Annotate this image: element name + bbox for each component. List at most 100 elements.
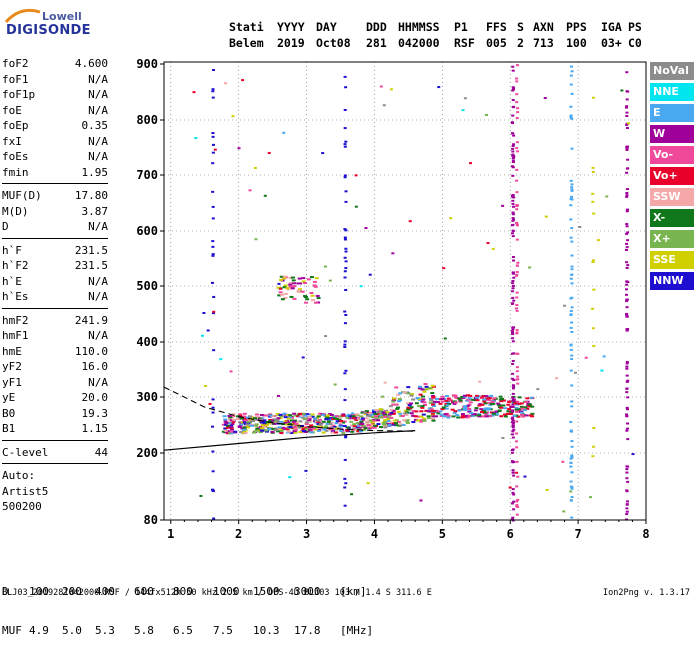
- echo-point: [419, 420, 424, 423]
- echo-point: [511, 145, 515, 148]
- echo-point: [343, 477, 347, 480]
- echo-point: [602, 355, 606, 358]
- echo-point: [511, 132, 515, 135]
- echo-point: [487, 401, 492, 404]
- echo-point: [383, 415, 388, 418]
- echo-point: [211, 143, 215, 146]
- echo-point: [241, 79, 245, 82]
- echo-point: [325, 422, 330, 425]
- echo-point: [230, 431, 235, 434]
- echo-point: [570, 384, 574, 387]
- echo-point: [307, 416, 312, 419]
- echo-point: [294, 423, 299, 426]
- echo-point: [591, 166, 595, 169]
- echo-point: [271, 428, 276, 431]
- echo-point: [338, 422, 343, 425]
- echo-point: [592, 212, 596, 215]
- echo-point: [515, 432, 519, 435]
- echo-point: [328, 417, 333, 420]
- echo-point: [396, 400, 401, 403]
- muf-table-cell: 600: [134, 585, 154, 598]
- echo-point: [223, 418, 228, 421]
- echo-point: [499, 406, 504, 409]
- echo-point: [310, 294, 315, 297]
- echo-point: [512, 87, 516, 90]
- echo-point: [339, 419, 344, 422]
- echo-point: [369, 424, 374, 427]
- chart-grid: [164, 62, 646, 520]
- echo-point: [625, 98, 629, 101]
- echo-point: [307, 417, 312, 420]
- echo-point: [625, 314, 629, 317]
- echo-point: [430, 392, 435, 395]
- echo-point: [466, 398, 471, 401]
- echo-point: [273, 429, 278, 432]
- echo-point: [289, 431, 294, 434]
- echo-point: [563, 304, 567, 307]
- echo-point: [339, 429, 344, 432]
- echo-point: [516, 352, 520, 355]
- echo-point: [302, 418, 307, 421]
- echo-point: [277, 282, 281, 285]
- echo-point: [323, 426, 328, 429]
- echo-points: [192, 64, 635, 522]
- echo-point: [289, 419, 294, 422]
- echo-point: [329, 421, 334, 424]
- echo-point: [442, 267, 446, 270]
- echo-point: [592, 259, 596, 262]
- echo-point: [211, 217, 215, 220]
- echo-point: [426, 410, 431, 413]
- echo-point: [211, 245, 215, 248]
- param-row: foF1 N/A: [2, 72, 108, 88]
- echo-point: [301, 412, 306, 415]
- echo-point: [432, 401, 437, 404]
- echo-point: [524, 401, 529, 404]
- echo-point: [240, 421, 245, 424]
- echo-point: [304, 301, 309, 304]
- echo-point: [208, 402, 212, 405]
- echo-point: [360, 417, 365, 420]
- echo-point: [328, 418, 333, 421]
- echo-point: [506, 403, 511, 406]
- echo-point: [276, 286, 281, 289]
- echo-point: [405, 421, 410, 424]
- echo-point: [474, 397, 479, 400]
- echo-point: [210, 425, 214, 428]
- echo-point: [316, 421, 321, 424]
- echo-point: [235, 415, 240, 418]
- echo-point: [428, 387, 433, 390]
- echo-point: [292, 297, 297, 300]
- header-value-7: 2: [517, 36, 524, 50]
- echo-point: [511, 409, 515, 412]
- echo-point: [386, 418, 391, 421]
- echo-point: [246, 416, 251, 419]
- echo-point: [511, 419, 515, 422]
- echo-point: [211, 406, 215, 409]
- echo-point: [224, 82, 228, 85]
- echo-point: [497, 403, 502, 406]
- echo-point: [225, 432, 230, 435]
- echo-point: [432, 405, 437, 408]
- echo-point: [569, 65, 573, 68]
- echo-point: [489, 394, 494, 397]
- echo-point: [411, 410, 416, 413]
- echo-point: [491, 247, 495, 250]
- echo-point: [316, 423, 321, 426]
- x-tick-label: 4: [371, 527, 378, 541]
- echo-point: [625, 507, 629, 510]
- echo-point: [511, 147, 515, 150]
- echo-point: [273, 420, 278, 423]
- echo-point: [429, 408, 434, 411]
- echo-point: [357, 426, 362, 429]
- echo-point: [194, 137, 198, 140]
- echo-point: [403, 409, 408, 412]
- echo-point: [391, 423, 396, 426]
- echo-point: [489, 403, 494, 406]
- echo-point: [292, 419, 297, 422]
- echo-point: [626, 438, 630, 441]
- param-value: N/A: [88, 274, 108, 288]
- echo-point: [409, 406, 414, 409]
- x-tick-label: 6: [507, 527, 514, 541]
- echo-point: [512, 259, 516, 262]
- echo-point: [344, 140, 348, 143]
